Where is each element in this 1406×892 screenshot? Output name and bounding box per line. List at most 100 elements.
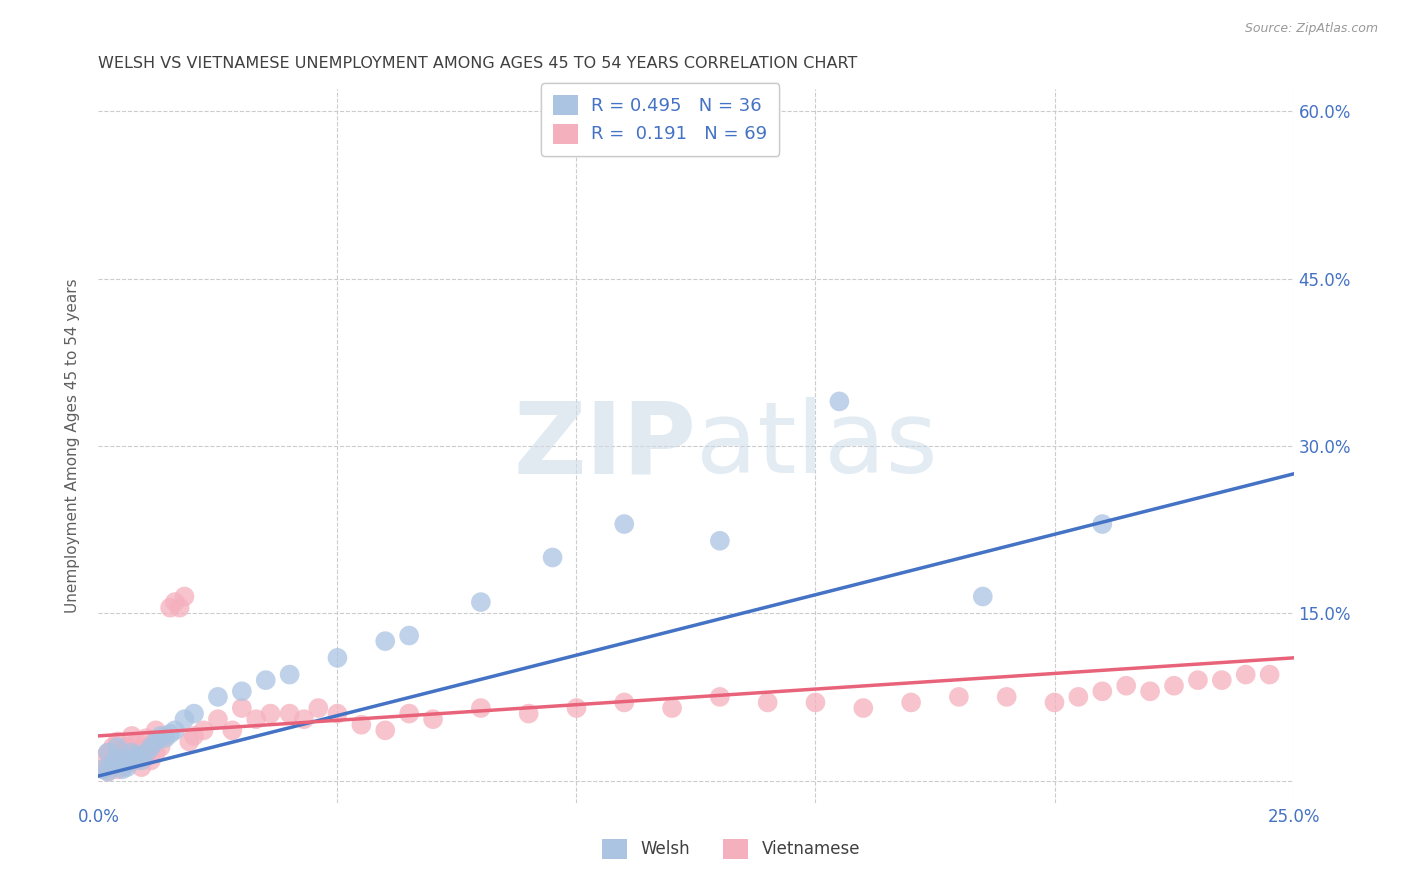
Point: [828, 394, 851, 409]
Point: [661, 701, 683, 715]
Point: [135, 731, 157, 746]
Point: [101, 756, 124, 771]
Point: [163, 723, 186, 738]
Point: [1139, 684, 1161, 698]
Point: [278, 667, 301, 681]
Point: [149, 740, 172, 755]
Point: [139, 740, 162, 755]
Point: [107, 751, 129, 765]
Legend: R = 0.495   N = 36, R =  0.191   N = 69: R = 0.495 N = 36, R = 0.191 N = 69: [541, 83, 779, 155]
Point: [350, 717, 373, 731]
Point: [709, 690, 731, 704]
Point: [107, 734, 129, 748]
Point: [111, 753, 134, 767]
Point: [101, 740, 124, 755]
Point: [121, 751, 143, 765]
Point: [97, 764, 120, 779]
Point: [422, 712, 444, 726]
Point: [155, 731, 177, 746]
Point: [111, 746, 134, 760]
Point: [145, 746, 167, 760]
Point: [91, 751, 114, 765]
Point: [91, 762, 114, 776]
Point: [1234, 667, 1257, 681]
Point: [91, 762, 114, 776]
Point: [131, 742, 153, 756]
Point: [145, 723, 167, 738]
Point: [470, 701, 492, 715]
Point: [139, 753, 162, 767]
Point: [517, 706, 540, 721]
Text: atlas: atlas: [696, 398, 938, 494]
Point: [292, 712, 315, 726]
Y-axis label: Unemployment Among Ages 45 to 54 years: Unemployment Among Ages 45 to 54 years: [65, 278, 80, 614]
Point: [245, 712, 267, 726]
Point: [125, 749, 148, 764]
Point: [1091, 516, 1114, 531]
Point: [326, 706, 349, 721]
Point: [139, 738, 162, 752]
Point: [183, 706, 205, 721]
Point: [115, 756, 138, 771]
Point: [115, 760, 138, 774]
Point: [121, 751, 143, 765]
Point: [613, 696, 636, 710]
Point: [1043, 696, 1066, 710]
Point: [398, 628, 420, 642]
Point: [107, 751, 129, 765]
Point: [115, 740, 138, 755]
Point: [163, 595, 186, 609]
Point: [307, 701, 329, 715]
Legend: Welsh, Vietnamese: Welsh, Vietnamese: [595, 832, 868, 866]
Point: [756, 696, 779, 710]
Point: [111, 762, 134, 776]
Point: [1211, 673, 1233, 687]
Point: [207, 690, 229, 704]
Point: [221, 723, 243, 738]
Point: [155, 729, 177, 743]
Point: [972, 590, 994, 604]
Point: [374, 634, 396, 648]
Point: [948, 690, 970, 704]
Point: [149, 729, 172, 743]
Point: [121, 746, 143, 760]
Point: [613, 516, 636, 531]
Point: [183, 729, 205, 743]
Point: [254, 673, 277, 687]
Point: [107, 740, 129, 755]
Point: [131, 753, 153, 767]
Point: [145, 734, 167, 748]
Point: [278, 706, 301, 721]
Point: [131, 760, 153, 774]
Point: [135, 746, 157, 760]
Point: [125, 734, 148, 748]
Point: [231, 684, 253, 698]
Point: [541, 550, 564, 565]
Point: [1163, 679, 1185, 693]
Point: [1091, 684, 1114, 698]
Text: WELSH VS VIETNAMESE UNEMPLOYMENT AMONG AGES 45 TO 54 YEARS CORRELATION CHART: WELSH VS VIETNAMESE UNEMPLOYMENT AMONG A…: [98, 56, 858, 71]
Point: [995, 690, 1018, 704]
Point: [1187, 673, 1209, 687]
Point: [101, 756, 124, 771]
Point: [326, 651, 349, 665]
Point: [97, 746, 120, 760]
Point: [107, 762, 129, 776]
Point: [169, 600, 191, 615]
Point: [1115, 679, 1137, 693]
Point: [173, 712, 195, 726]
Point: [398, 706, 420, 721]
Point: [125, 753, 148, 767]
Point: [97, 746, 120, 760]
Point: [121, 729, 143, 743]
Point: [1067, 690, 1090, 704]
Text: ZIP: ZIP: [513, 398, 696, 494]
Point: [193, 723, 215, 738]
Point: [173, 590, 195, 604]
Point: [1258, 667, 1281, 681]
Point: [179, 734, 201, 748]
Point: [374, 723, 396, 738]
Point: [565, 701, 588, 715]
Point: [852, 701, 875, 715]
Point: [900, 696, 922, 710]
